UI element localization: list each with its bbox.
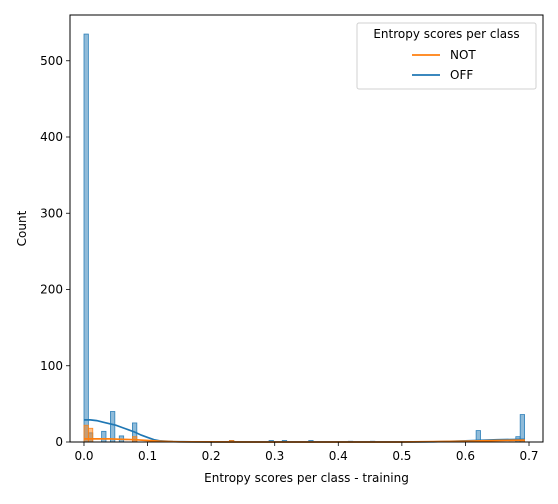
x-tick-label: 0.6 [456, 449, 475, 463]
x-axis-label: Entropy scores per class - training [204, 471, 409, 485]
y-tick-label: 0 [55, 435, 63, 449]
y-tick-label: 200 [40, 283, 63, 297]
legend: Entropy scores per class NOT OFF [356, 22, 537, 90]
legend-box [356, 22, 537, 90]
legend-title: Entropy scores per class [373, 27, 519, 41]
x-tick-label: 0.3 [265, 449, 284, 463]
bar-not-1 [87, 427, 94, 443]
kde-line-off [84, 419, 525, 443]
legend-entries: NOT OFF [412, 48, 476, 82]
x-tick-label: 0.1 [138, 449, 157, 463]
bar-off-14 [519, 414, 525, 443]
bar-off-3 [110, 411, 116, 443]
y-axis: 0 100 200 300 400 500 [40, 54, 70, 449]
bar-off-0 [83, 33, 89, 443]
y-tick-label: 100 [40, 359, 63, 373]
legend-label-not: NOT [450, 48, 476, 62]
bars-layer [83, 33, 525, 443]
y-tick-label: 400 [40, 130, 63, 144]
legend-label-off: OFF [450, 68, 473, 82]
x-tick-label: 0.0 [74, 449, 93, 463]
y-tick-label: 300 [40, 206, 63, 220]
y-axis-label: Count [15, 210, 29, 246]
plot-frame [69, 14, 544, 443]
x-tick-label: 0.4 [329, 449, 348, 463]
bar-off-2 [101, 430, 107, 443]
y-tick-label: 500 [40, 54, 63, 68]
x-tick-label: 0.2 [202, 449, 221, 463]
kde-layer [84, 419, 525, 443]
x-tick-label: 0.5 [392, 449, 411, 463]
x-tick-label: 0.7 [519, 449, 538, 463]
x-axis: 0.0 0.1 0.2 0.3 0.4 0.5 0.6 0.7 [74, 442, 539, 463]
